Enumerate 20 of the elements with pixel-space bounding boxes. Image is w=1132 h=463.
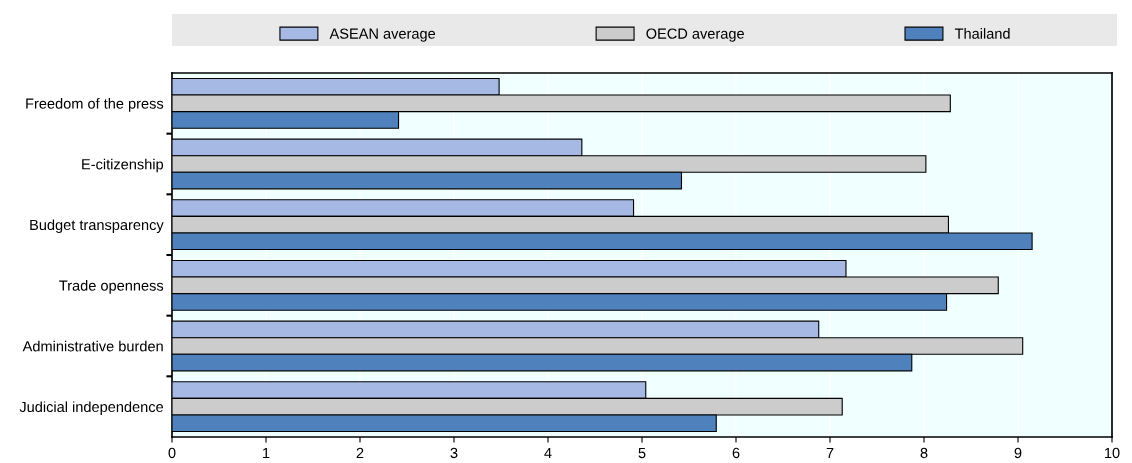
- x-tick-label: 7: [826, 447, 834, 458]
- legend-label: OECD average: [646, 28, 744, 42]
- x-tick-label: 9: [1014, 447, 1022, 459]
- x-tick-label: 1: [263, 447, 270, 458]
- x-tick-label: 2: [356, 447, 364, 458]
- y-tick-label: Judicial independence: [19, 401, 164, 415]
- y-tick-label: Freedom of the press: [26, 98, 164, 112]
- legend-label: Thailand: [954, 28, 1010, 39]
- x-tick-label: 6: [732, 447, 740, 459]
- legend-label: ASEAN average: [329, 28, 436, 42]
- x-tick-label: 0: [168, 447, 176, 459]
- x-tick-label: 8: [920, 447, 928, 459]
- x-tick-label: 3: [450, 447, 458, 459]
- y-tick-label: E-citizenship: [82, 158, 164, 173]
- y-tick-label: Trade openness: [59, 280, 164, 294]
- x-tick-label: 5: [638, 447, 646, 459]
- x-tick-label: 4: [544, 447, 552, 458]
- y-tick-label: Administrative burden: [22, 340, 163, 352]
- y-tick-label: Budget transparency: [30, 219, 164, 233]
- x-tick-label: 10: [1105, 447, 1120, 459]
